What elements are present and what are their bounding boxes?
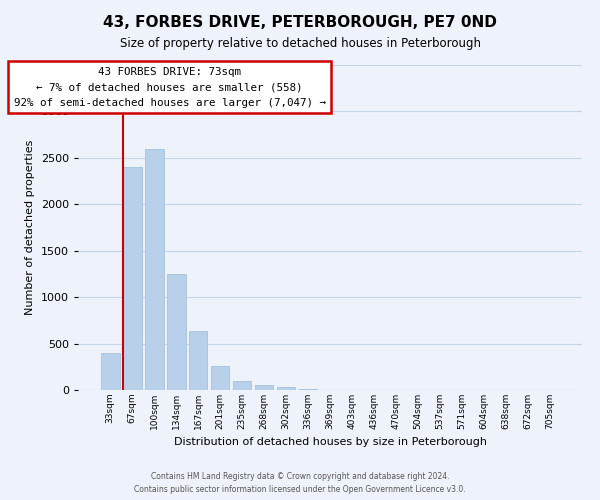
Text: 43 FORBES DRIVE: 73sqm
← 7% of detached houses are smaller (558)
92% of semi-det: 43 FORBES DRIVE: 73sqm ← 7% of detached … — [14, 66, 326, 108]
Bar — [101, 353, 119, 390]
Bar — [299, 389, 317, 390]
Bar — [255, 385, 274, 390]
Text: 43, FORBES DRIVE, PETERBOROUGH, PE7 0ND: 43, FORBES DRIVE, PETERBOROUGH, PE7 0ND — [103, 15, 497, 30]
Bar — [167, 274, 185, 390]
Bar — [233, 380, 251, 390]
Bar — [145, 148, 164, 390]
Bar — [277, 387, 295, 390]
Text: Contains HM Land Registry data © Crown copyright and database right 2024.
Contai: Contains HM Land Registry data © Crown c… — [134, 472, 466, 494]
Text: Size of property relative to detached houses in Peterborough: Size of property relative to detached ho… — [119, 38, 481, 51]
Bar — [189, 330, 208, 390]
Bar — [211, 366, 229, 390]
Bar — [123, 167, 142, 390]
Y-axis label: Number of detached properties: Number of detached properties — [25, 140, 35, 315]
X-axis label: Distribution of detached houses by size in Peterborough: Distribution of detached houses by size … — [173, 438, 487, 448]
